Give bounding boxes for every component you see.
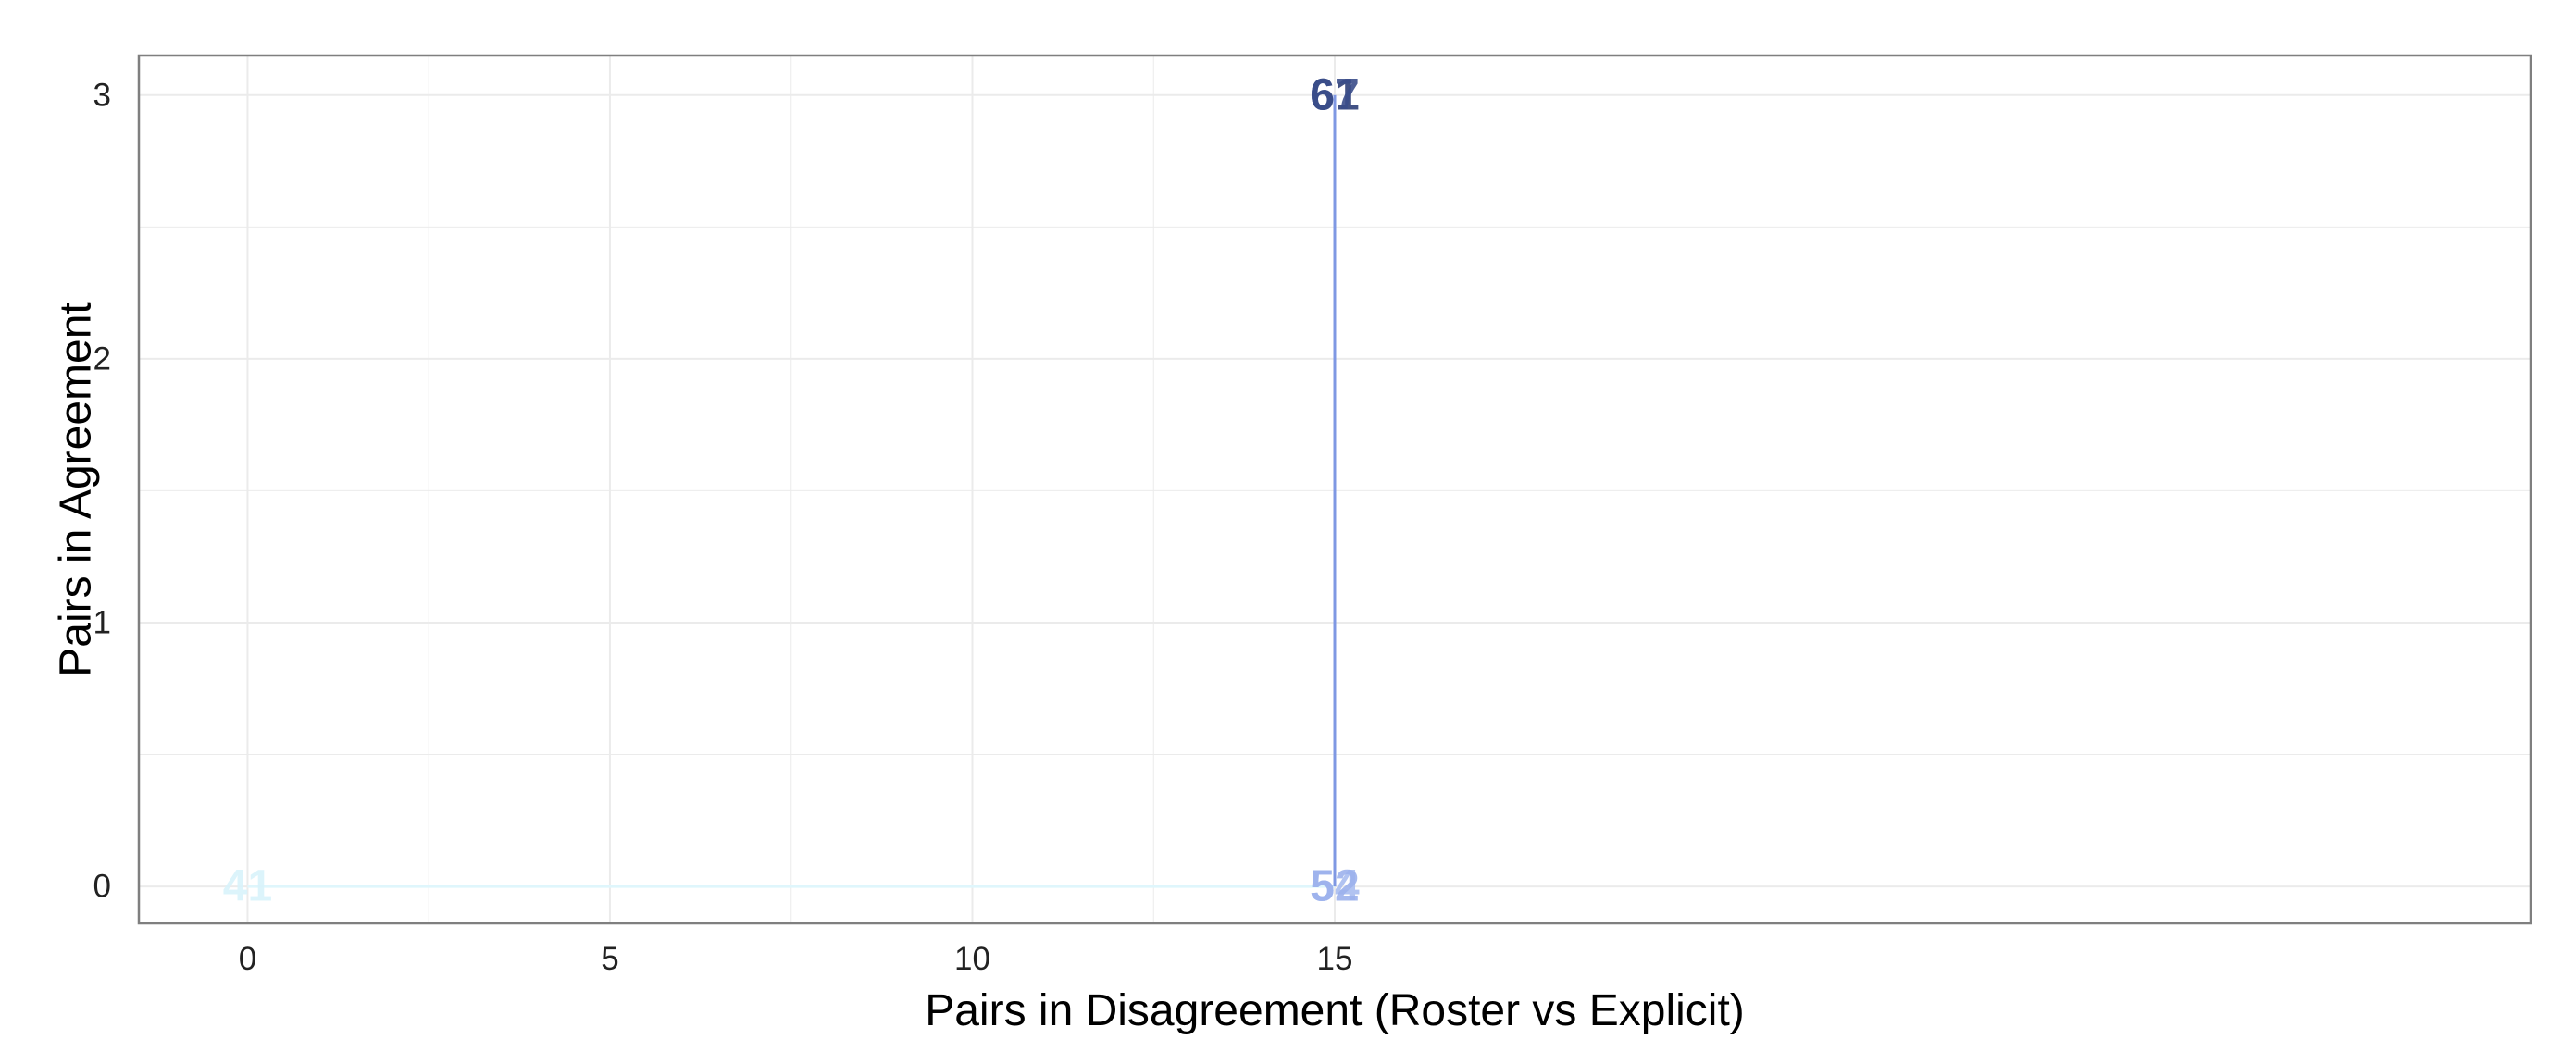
series-lines: [247, 94, 1337, 888]
y-tick-label: 3: [93, 77, 111, 113]
y-axis-title: Pairs in Agreement: [52, 302, 101, 677]
y-tick-label: 0: [93, 869, 111, 905]
y-tick-label: 2: [93, 340, 111, 377]
x-tick-label: 10: [954, 941, 990, 977]
x-tick-label: 15: [1317, 941, 1353, 977]
point-label: 54: [1310, 862, 1360, 911]
x-tick-label: 0: [239, 941, 256, 977]
y-axis-ticks: 0 1 2 3: [93, 77, 111, 904]
point-label: 61: [1310, 70, 1359, 119]
panel-border: [137, 54, 2532, 925]
point-label: 52: [1310, 862, 1359, 911]
x-axis-ticks: 0 5 10 15: [239, 941, 1353, 977]
point-label: 67: [1310, 70, 1359, 119]
y-tick-label: 1: [93, 604, 111, 640]
point-label: 41: [223, 862, 272, 911]
x-tick-label: 5: [601, 941, 618, 977]
x-axis-title: Pairs in Disagreement (Roster vs Explici…: [925, 986, 1745, 1035]
